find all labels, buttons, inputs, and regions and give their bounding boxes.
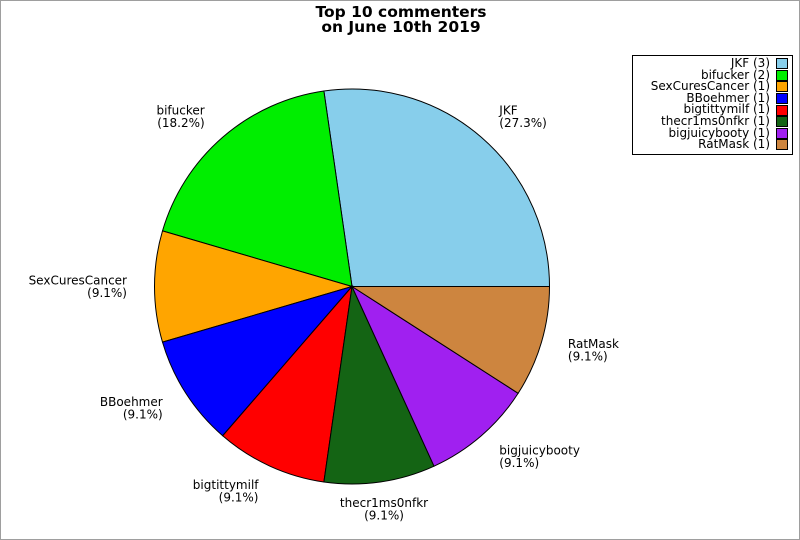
legend-items: JKF (3) bifucker (2) SexCuresCancer (1) BBo… [633, 56, 792, 152]
pie-slice-bigjuicybooty [350, 285, 519, 467]
pie-label-thecr1ms0nfkr: thecr1ms0nfkr (9.1%) [340, 496, 428, 523]
legend-label: bigtittymilf (1) [683, 102, 770, 117]
legend-label: BBoehmer (1) [686, 90, 770, 105]
legend-swatch [776, 127, 788, 139]
legend-item: bigjuicybooty (1) [633, 125, 792, 140]
pie-label-SexCuresCancer: SexCuresCancer (9.1%) [29, 274, 127, 301]
pie-slice-JKF [323, 88, 551, 287]
pie-label-BBoehmer: BBoehmer (9.1%) [100, 395, 163, 422]
legend-item: BBoehmer (1) [633, 90, 792, 105]
legend-item: JKF (3) [633, 56, 792, 70]
legend-item: bifucker (2) [633, 67, 792, 82]
chart-title: Top 10 commenters [315, 3, 487, 21]
legend-label: RatMask (1) [698, 137, 770, 152]
pie-slice-RatMask [350, 286, 551, 394]
legend-swatch [776, 139, 788, 151]
legend-label: thecr1ms0nfkr (1) [661, 113, 770, 128]
legend-item: SexCuresCancer (1) [633, 79, 792, 94]
legend-swatch [776, 116, 788, 128]
legend-label: bigjuicybooty (1) [668, 125, 770, 140]
pie-label-JKF: JKF (27.3%) [498, 104, 546, 131]
legend-swatch [776, 58, 788, 70]
legend-item: RatMask (1) [633, 137, 792, 152]
pie-slice-bifucker [161, 90, 353, 288]
legend-swatch [776, 81, 788, 93]
legend-label: SexCuresCancer (1) [650, 79, 770, 94]
legend-swatch [776, 104, 788, 116]
legend: JKF (3) bifucker (2) SexCuresCancer (1) BBo… [632, 55, 793, 155]
pie-label-bigtittymilf: bigtittymilf (9.1%) [193, 478, 259, 505]
legend-item: bigtittymilf (1) [633, 104, 792, 116]
legend-item: thecr1ms0nfkr (1) [633, 113, 792, 128]
legend-swatch [776, 69, 788, 81]
legend-swatch [776, 93, 788, 105]
legend-label: JKF (3) [730, 56, 770, 70]
pie-slice-thecr1ms0nfkr [323, 284, 435, 485]
pie-label-bifucker: bifucker (18.2%) [156, 104, 204, 131]
pie-label-RatMask: RatMask (9.1%) [568, 337, 619, 364]
chart-subtitle: on June 10th 2019 [321, 17, 481, 36]
pie-label-bigjuicybooty: bigjuicybooty (9.1%) [499, 444, 580, 471]
pie-slice-BBoehmer [161, 285, 354, 437]
pie-slice-bigtittymilf [221, 284, 353, 483]
pie-slice-SexCuresCancer [154, 230, 354, 343]
chart-title-block: Top 10 commenters on June 10th 2019 [1, 3, 799, 36]
legend-label: bifucker (2) [700, 67, 770, 82]
